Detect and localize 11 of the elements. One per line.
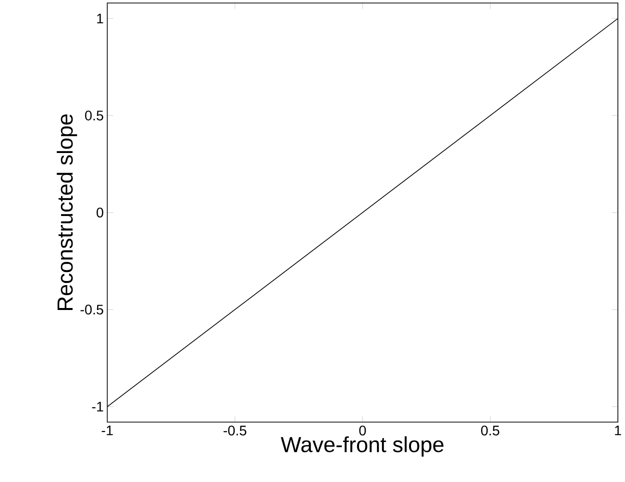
x-axis-title: Wave-front slope bbox=[280, 436, 444, 457]
x-tick-label: 0 bbox=[359, 426, 366, 436]
y-tick-label: 0.5 bbox=[85, 110, 104, 121]
y-tick-label: 0 bbox=[96, 208, 104, 218]
x-tick-label: -0.5 bbox=[224, 426, 246, 436]
y-tick-label: 1 bbox=[97, 14, 104, 24]
y-axis-title: Reconstructed slope bbox=[56, 114, 78, 310]
y-tick-label: -1 bbox=[92, 402, 104, 412]
y-tick-label: -0.5 bbox=[80, 304, 104, 315]
x-tick-label: 1 bbox=[615, 426, 622, 436]
x-tick-label: 0.5 bbox=[481, 426, 500, 436]
